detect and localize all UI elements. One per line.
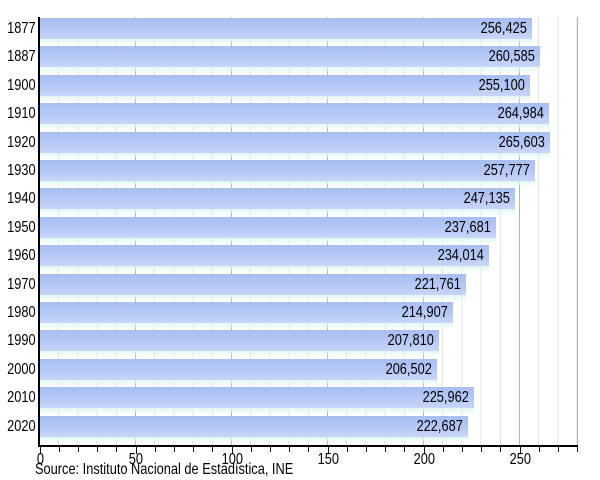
y-axis-label: 2020 [7, 417, 36, 435]
x-axis-tick-label: 0 [36, 451, 44, 468]
x-minor-tick [538, 447, 540, 452]
x-minor-tick [212, 447, 214, 452]
x-minor-tick [58, 447, 60, 452]
bar-value-label: 264,984 [497, 105, 544, 123]
x-minor-tick [500, 447, 502, 452]
x-major-tick [423, 447, 425, 454]
bar-value-label: 222,687 [416, 417, 463, 435]
bar-2010: 225,962 [40, 387, 474, 416]
bar-value-label: 247,135 [463, 190, 510, 208]
bar-value-label: 207,810 [387, 332, 434, 350]
bar-1950: 237,681 [40, 216, 497, 245]
bar-1920: 265,603 [40, 131, 550, 160]
x-axis-tick-label: 200 [413, 451, 435, 468]
x-minor-tick [481, 447, 483, 452]
y-axis-label: 1920 [7, 133, 36, 151]
x-minor-tick [250, 447, 252, 452]
bar-value-label: 237,681 [445, 218, 492, 236]
x-major-tick [135, 447, 137, 454]
bar-value-label: 265,603 [498, 133, 545, 151]
x-major-tick [231, 447, 233, 454]
bar-1887: 260,585 [40, 46, 541, 75]
bar-1980: 214,907 [40, 302, 453, 330]
y-axis-label: 2010 [7, 389, 36, 407]
bar-1910: 264,984 [40, 103, 549, 132]
bar-2020: 222,687 [40, 415, 468, 444]
y-axis-label: 1930 [7, 162, 36, 179]
plot-area: 256,425 260,585 255,100 264,984 265,603 257,7… [38, 17, 578, 447]
y-axis-label: 1980 [7, 304, 36, 321]
bar-value-label: 256,425 [481, 20, 528, 37]
x-axis-tick-labels: 0 50 100 150 200 250 [36, 451, 580, 468]
x-minor-tick [116, 447, 118, 452]
y-axis-label: 1960 [7, 247, 36, 265]
y-axis-label: 1900 [7, 76, 36, 94]
x-minor-tick [269, 447, 271, 452]
bar-1960: 234,014 [40, 245, 490, 274]
y-axis-label: 1940 [7, 190, 36, 208]
x-minor-tick [461, 447, 463, 452]
bar-value-label: 206,502 [385, 360, 432, 378]
x-axis-tick-label: 150 [317, 451, 339, 468]
source-caption: Source: Instituto Nacional de Estadístic… [35, 461, 358, 479]
x-minor-tick [289, 447, 291, 452]
x-major-tick [519, 447, 521, 454]
y-axis-label: 2000 [7, 360, 36, 378]
bar-1940: 247,135 [40, 188, 515, 217]
x-axis-tick-label: 250 [509, 451, 531, 468]
y-axis-label: 1887 [7, 48, 36, 66]
x-axis-tick-label: 50 [128, 451, 144, 468]
bar-value-label: 221,761 [414, 275, 461, 293]
y-axis-label: 1990 [7, 332, 36, 350]
x-minor-tick [385, 447, 387, 452]
x-minor-tick [577, 447, 579, 452]
x-minor-tick [346, 447, 348, 452]
bar-2000: 206,502 [40, 358, 437, 387]
x-minor-tick [173, 447, 175, 452]
x-minor-tick [404, 447, 406, 452]
source-caption-text: Source: Instituto Nacional de Estadístic… [35, 461, 294, 478]
x-major-tick [39, 447, 41, 454]
y-axis-label: 1877 [7, 20, 36, 37]
bar-value-label: 214,907 [401, 304, 448, 321]
x-major-tick [327, 447, 329, 454]
bar-value-label: 255,100 [478, 76, 525, 94]
x-minor-tick [154, 447, 156, 452]
bar-1990: 207,810 [40, 330, 439, 359]
bar-value-label: 234,014 [438, 247, 485, 265]
x-minor-tick [308, 447, 310, 452]
y-axis-label: 1970 [7, 275, 36, 293]
x-minor-tick [365, 447, 367, 452]
x-minor-tick [557, 447, 559, 452]
x-minor-tick [97, 447, 99, 452]
x-minor-tick [442, 447, 444, 452]
bar-1930: 257,777 [40, 160, 535, 188]
bar-value-label: 225,962 [422, 389, 469, 407]
y-axis-label: 1950 [7, 218, 36, 236]
bar-1970: 221,761 [40, 273, 466, 302]
x-minor-tick [193, 447, 195, 452]
bar-1877: 256,425 [40, 18, 533, 46]
bar-1900: 255,100 [40, 74, 530, 103]
x-axis-tick-label: 100 [221, 451, 243, 468]
bar-value-label: 257,777 [483, 162, 530, 179]
x-axis-ticks [39, 447, 580, 455]
x-minor-tick [77, 447, 79, 452]
y-axis-label: 1910 [7, 105, 36, 123]
bar-value-label: 260,585 [489, 48, 536, 66]
